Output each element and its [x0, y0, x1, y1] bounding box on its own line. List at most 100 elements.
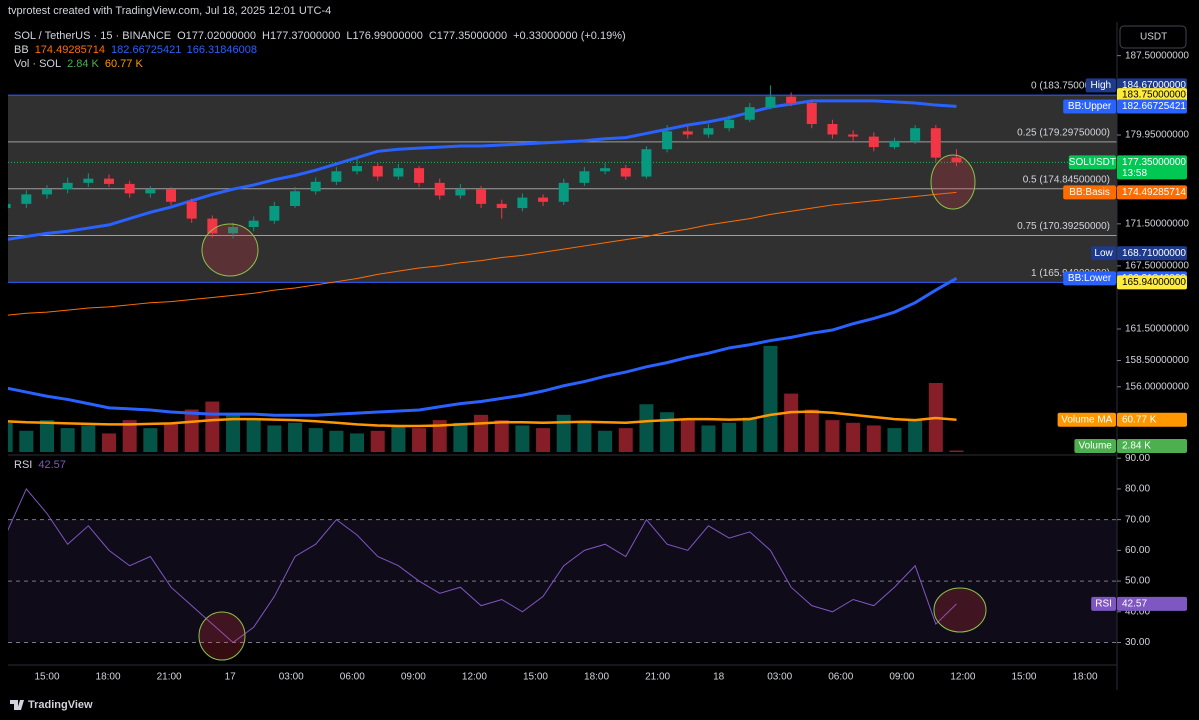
volume-bar [205, 401, 220, 452]
candle-body [806, 102, 817, 124]
candle-body [744, 107, 755, 120]
candle-body [372, 166, 383, 177]
tag-box [1117, 246, 1187, 261]
rsi: RSI [14, 459, 32, 471]
rsi-tick-label: 40.00 [1125, 606, 1150, 617]
tag-name: SOLUSDT [1069, 157, 1116, 168]
bb-basis: 174.49285714 [35, 44, 105, 56]
candle-body [848, 134, 859, 137]
y-tick-label: 161.50000000 [1125, 324, 1189, 335]
y-tick-label: 171.50000000 [1125, 218, 1189, 229]
volume-bar [226, 414, 241, 452]
currency[interactable]: USDT [1140, 32, 1167, 43]
tag-value: 42.57 [1122, 599, 1147, 610]
vol-ma: 60.77 K [105, 58, 144, 70]
volume-bar [680, 420, 695, 452]
tag-box [1117, 99, 1187, 114]
bb-upper-line [8, 99, 957, 241]
close: C177.35000000 [429, 30, 507, 42]
x-tick-label: 09:00 [401, 672, 426, 683]
low: L176.99000000 [346, 30, 422, 42]
candle-body [310, 181, 321, 192]
tag-name-box [1085, 78, 1116, 93]
volume-bar [350, 433, 365, 452]
tag-name: BB:Lower [1068, 273, 1112, 284]
tag-name-box [1063, 185, 1116, 200]
candle-body [228, 227, 239, 234]
tag-box [1117, 155, 1187, 180]
legend-bb: BB 174.49285714 182.66725421 166.31846008 [14, 44, 257, 56]
tag-value: 182.66725421 [1122, 101, 1186, 112]
candle-body [207, 218, 218, 234]
volume-bar [267, 425, 282, 452]
legend-rsi: RSI 42.57 [14, 459, 66, 471]
candle-body [62, 182, 73, 190]
tag-value: 183.75000000 [1122, 90, 1186, 101]
bb-basis-line [8, 191, 957, 316]
x-tick-label: 06:00 [828, 672, 853, 683]
rsi-tick-label: 70.00 [1125, 514, 1150, 525]
y-tick-label: 158.50000000 [1125, 355, 1189, 366]
volume-bar [246, 420, 261, 452]
x-tick-label: 15:00 [34, 672, 59, 683]
volume-bar [164, 422, 179, 452]
high: H177.37000000 [262, 30, 340, 42]
tag-value: 184.67000000 [1122, 80, 1186, 91]
currency-button[interactable] [1119, 25, 1187, 49]
candle-body [8, 203, 11, 209]
tag-name: Volume [1079, 441, 1113, 452]
candle-body [186, 201, 197, 219]
candle-body [517, 197, 528, 209]
volume-bar [887, 428, 902, 452]
x-tick-label: 03:00 [767, 672, 792, 683]
candle-body [703, 128, 714, 135]
candle-body [827, 123, 838, 135]
candle-body [331, 171, 342, 182]
rsi-tick-label: 90.00 [1125, 453, 1150, 464]
volume-bar [8, 422, 13, 452]
volume-bar [701, 425, 716, 452]
volume-bar [908, 420, 923, 452]
candle-body [248, 220, 259, 228]
volume-bar [577, 422, 592, 452]
volume-bar [391, 425, 406, 452]
rsi-tick-label: 50.00 [1125, 576, 1150, 587]
rsi-tick-label: 30.00 [1125, 637, 1150, 648]
vol: Vol · SOL [14, 58, 61, 70]
tag-value: 2.84 K [1122, 441, 1151, 452]
x-tick-label: 18:00 [96, 672, 121, 683]
tag-name: BB:Upper [1068, 101, 1112, 112]
bb-lower: 166.31846008 [187, 44, 257, 56]
volume-bar [453, 422, 468, 452]
x-tick-label: 17 [225, 672, 237, 683]
candle-body [455, 189, 466, 196]
volume-bar [784, 393, 799, 452]
fib-label: 0 (183.75000000) [1031, 81, 1110, 92]
tag-name-box [1091, 596, 1116, 611]
candle-body [558, 182, 569, 202]
x-tick-label: 15:00 [1011, 672, 1036, 683]
logo[interactable]: TradingView [10, 699, 93, 711]
candle-body [166, 189, 177, 202]
x-tick-label: 12:00 [950, 672, 975, 683]
volume-bar [308, 428, 323, 452]
tag-name: BB:Basis [1069, 187, 1110, 198]
candle-body [496, 203, 507, 209]
legend-main: SOL / TetherUS · 15 · BINANCE O177.020000… [14, 30, 626, 42]
candle-body [42, 189, 52, 195]
candle-body [951, 157, 962, 163]
volume-bar [143, 428, 158, 452]
change: +0.33000000 (+0.19%) [513, 30, 626, 42]
tag-box [1117, 439, 1187, 453]
volume-bar [412, 428, 427, 452]
candle-body [145, 189, 156, 194]
volume-bar [742, 417, 757, 452]
x-tick-label: 03:00 [279, 672, 304, 683]
annotation-circle [198, 611, 246, 661]
volume-bar [184, 409, 199, 452]
volume-bar [846, 422, 861, 452]
fib-label: 0.25 (179.29750000) [1017, 128, 1110, 139]
rsi-value: 42.57 [38, 459, 66, 471]
volume-bar [102, 433, 117, 452]
tag-name: Volume MA [1061, 414, 1112, 425]
